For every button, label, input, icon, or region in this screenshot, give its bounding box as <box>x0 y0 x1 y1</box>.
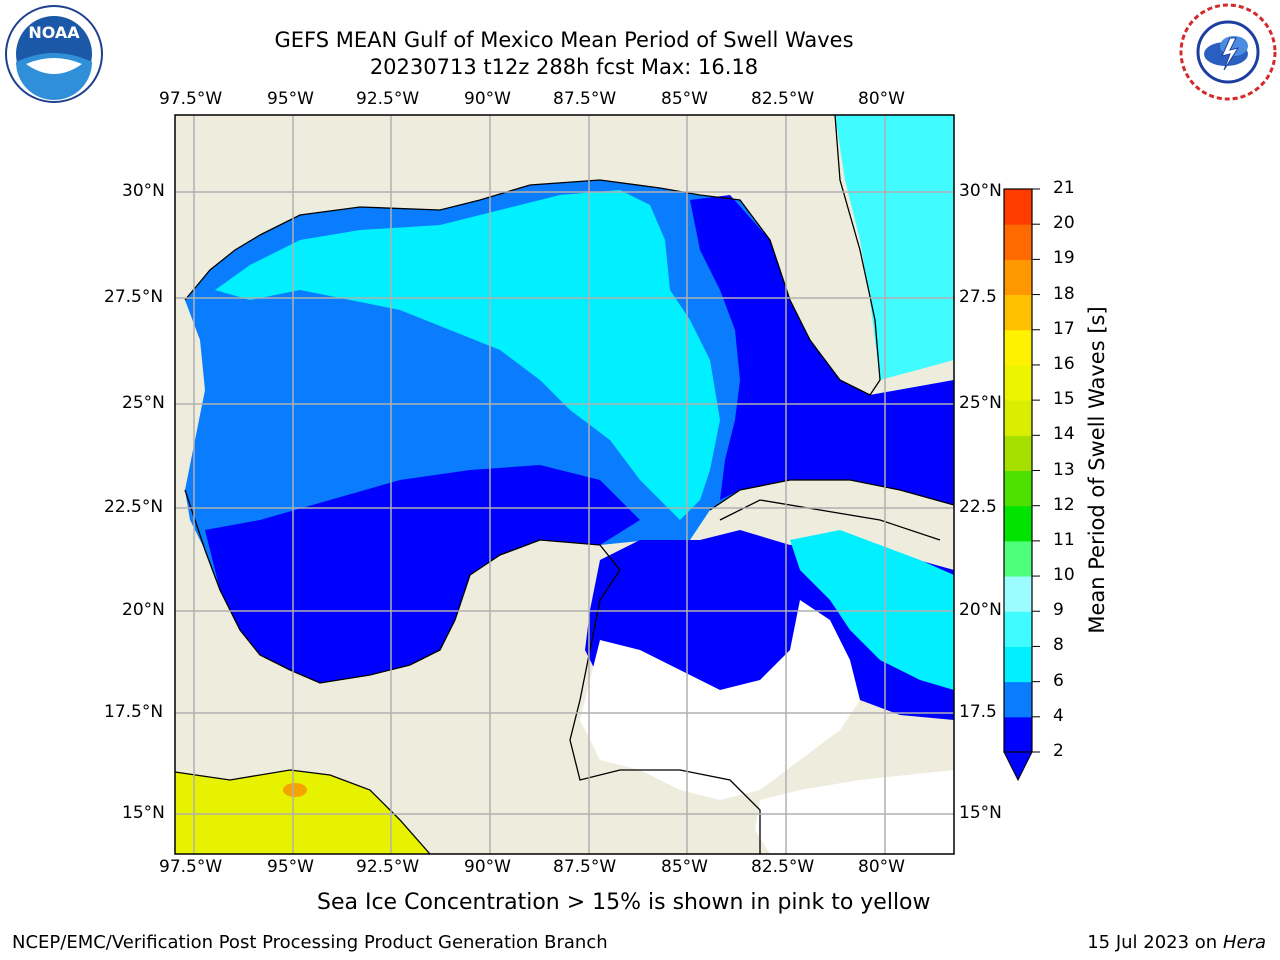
colorbar-tick-label: 20 <box>1053 213 1075 234</box>
lon-label-bottom: 87.5°W <box>553 857 617 877</box>
lon-label-top: 90°W <box>464 89 511 109</box>
footer-host: Hera <box>1222 932 1266 953</box>
sea-ice-note: Sea Ice Concentration > 15% is shown in … <box>317 890 931 915</box>
lon-label-top: 92.5°W <box>356 89 420 109</box>
colorbar-segment <box>1004 259 1032 296</box>
footer-date: 15 Jul 2023 on Hera <box>1087 932 1266 953</box>
lon-label-top: 85°W <box>661 89 708 109</box>
lat-label-right: 17.5 <box>959 702 997 722</box>
colorbar-segment <box>1004 646 1032 683</box>
lat-label-right: 15°N <box>959 803 1002 823</box>
colorbar-tick-label: 6 <box>1053 670 1064 691</box>
lat-label-right: 30°N <box>959 181 1002 201</box>
lat-label-right: 25°N <box>959 393 1002 413</box>
lon-label-bottom: 85°W <box>661 857 708 877</box>
colorbar-segment <box>1004 329 1032 366</box>
map-subtitle: 20230713 t12z 288h fcst Max: 16.18 <box>369 55 759 79</box>
lat-label-right: 20°N <box>959 600 1002 620</box>
lat-label-left: 15°N <box>122 803 165 823</box>
colorbar-segment <box>1004 294 1032 331</box>
noaa-logo-text: NOAA <box>28 23 80 42</box>
lon-label-top: 80°W <box>858 89 905 109</box>
lon-label-bottom: 95°W <box>267 857 314 877</box>
colorbar-tick-label: 16 <box>1053 353 1075 374</box>
colorbar-tick-label: 9 <box>1053 600 1064 621</box>
colorbar-tick-label: 14 <box>1053 424 1075 445</box>
colorbar-segment <box>1004 189 1032 225</box>
colorbar-tick-label: 4 <box>1053 705 1064 726</box>
pacific-water <box>175 770 430 854</box>
colorbar-tick-label: 10 <box>1053 565 1075 586</box>
lon-label-top: 97.5°W <box>159 89 223 109</box>
cyan-region <box>215 190 720 520</box>
no-data-area <box>755 770 954 854</box>
deep-blue-region-south <box>205 465 640 683</box>
footer-date-text: 15 Jul 2023 on <box>1087 932 1223 953</box>
nws-logo-icon <box>1179 3 1277 101</box>
lon-label-bottom: 80°W <box>858 857 905 877</box>
noaa-logo-icon: NOAA <box>5 5 103 103</box>
lat-label-left: 20°N <box>122 600 165 620</box>
atlantic-water <box>835 115 954 380</box>
colorbar-segment <box>1004 611 1032 647</box>
colorbar-tick-label: 18 <box>1053 283 1075 304</box>
lon-label-bottom: 92.5°W <box>356 857 420 877</box>
caribbean-white-gap <box>580 600 860 800</box>
colorbar-segment <box>1004 364 1032 401</box>
colorbar-segment <box>1004 540 1032 577</box>
colorbar-segment <box>1004 400 1032 436</box>
colorbar <box>1003 188 1040 782</box>
colorbar-tick-label: 8 <box>1053 635 1064 656</box>
colorbar-segment <box>1004 716 1032 753</box>
lon-label-bottom: 90°W <box>464 857 511 877</box>
footer-credit: NCEP/EMC/Verification Post Processing Pr… <box>12 932 608 953</box>
lat-label-left: 22.5°N <box>104 497 164 517</box>
lat-label-left: 25°N <box>122 393 165 413</box>
lon-label-top: 82.5°W <box>751 89 815 109</box>
caribbean-water-cyan <box>790 530 954 690</box>
colorbar-tick-label: 13 <box>1053 459 1075 480</box>
lat-label-left: 17.5°N <box>104 702 164 722</box>
colorbar-tick-label: 2 <box>1053 741 1064 761</box>
lat-label-left: 27.5°N <box>104 287 164 307</box>
colorbar-segment <box>1004 576 1032 612</box>
lon-label-bottom: 97.5°W <box>159 857 223 877</box>
colorbar-tick-label: 21 <box>1053 178 1075 198</box>
colorbar-tick-label: 15 <box>1053 389 1075 410</box>
colorbar-tick-label: 12 <box>1053 494 1075 515</box>
lon-label-bottom: 82.5°W <box>751 857 815 877</box>
lat-label-right: 27.5 <box>959 287 997 307</box>
lat-label-left: 30°N <box>122 181 165 201</box>
deep-blue-region-east <box>690 195 954 505</box>
lon-label-top: 95°W <box>267 89 314 109</box>
colorbar-tick-label: 17 <box>1053 318 1075 339</box>
colorbar-segment <box>1004 470 1032 507</box>
lat-label-right: 22.5 <box>959 497 997 517</box>
colorbar-extend-arrow <box>1003 751 1033 782</box>
colorbar-segment <box>1004 681 1032 718</box>
colorbar-segment <box>1004 505 1032 542</box>
colorbar-segment <box>1004 224 1032 260</box>
colorbar-tick-label: 19 <box>1053 248 1075 269</box>
lon-label-top: 87.5°W <box>553 89 617 109</box>
colorbar-label: Mean Period of Swell Waves [s] <box>1085 306 1109 634</box>
map-title: GEFS MEAN Gulf of Mexico Mean Period of … <box>274 28 854 52</box>
colorbar-tick-label: 11 <box>1053 529 1075 550</box>
colorbar-segment <box>1004 435 1032 471</box>
